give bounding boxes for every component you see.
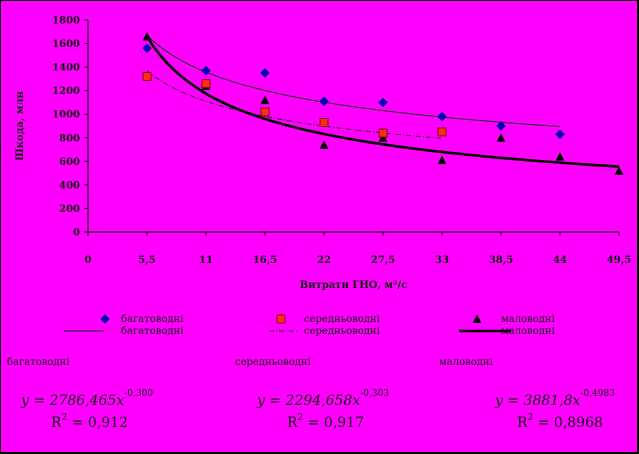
- x-tick-label: 11: [199, 255, 213, 266]
- data-point: [260, 68, 270, 78]
- equation-r2: R2 = 0,912: [51, 413, 207, 431]
- data-points: [142, 31, 624, 175]
- x-tick-label: 27,5: [371, 255, 395, 266]
- r2-label: R: [287, 415, 298, 431]
- equation-text: y = 3881,8x: [495, 393, 581, 409]
- data-point: [496, 121, 506, 131]
- y-tick-label: 0: [73, 228, 80, 239]
- y-tick-label: 800: [59, 133, 80, 144]
- x-tick-label: 5,5: [138, 255, 155, 266]
- axes: [84, 19, 620, 236]
- legend-label: маловодні: [501, 314, 555, 325]
- data-point: [142, 43, 152, 54]
- equation-name: маловодні: [439, 357, 493, 368]
- r2-value: = 0,8968: [537, 415, 603, 431]
- x-tick-label: 44: [553, 255, 567, 266]
- equation-exponent: -0,303: [360, 389, 390, 399]
- y-tick-label: 600: [59, 157, 80, 168]
- data-point: [496, 133, 506, 142]
- r2-value: = 0,917: [307, 415, 364, 431]
- x-tick-label: 49,5: [607, 255, 631, 266]
- y-tick-label: 1000: [52, 110, 80, 121]
- equation-exponent: -0,300: [124, 389, 154, 399]
- r2-label: R: [517, 415, 528, 431]
- r2-exponent: 2: [527, 413, 534, 423]
- equation-r2: R2 = 0,917: [287, 413, 435, 431]
- y-axis-label: Шкода, млн: [15, 91, 26, 161]
- data-point: [437, 111, 447, 122]
- legend-trend-label: середньоводні: [304, 326, 380, 337]
- x-tick-label: 16,5: [253, 255, 277, 266]
- legend-marker: [472, 314, 482, 323]
- r2-label: R: [51, 415, 62, 431]
- data-point: [142, 31, 152, 41]
- equation-formula: y = 3881,8x-0,4983: [495, 389, 637, 409]
- data-point: [555, 152, 565, 161]
- data-point: [378, 128, 388, 138]
- tick-labels: 0 200 400 600 800 1000 1200 1400 1600 1800 0 5,5 11 1…: [52, 16, 631, 267]
- r2-exponent: 2: [61, 413, 68, 423]
- equation-block-1: багатоводні y = 2786,465x-0,300 R2 = 0,9…: [7, 357, 207, 431]
- equation-formula: y = 2786,465x-0,300: [21, 389, 207, 409]
- x-axis-label: Витрати ГНО, м³/с: [300, 280, 407, 291]
- x-tick-label: 33: [435, 255, 449, 266]
- data-point: [378, 97, 388, 108]
- equation-formula: y = 2294,658x-0,303: [257, 389, 435, 409]
- equation-exponent: -0,4983: [580, 389, 615, 399]
- trend-line: [145, 35, 620, 168]
- data-point: [142, 72, 152, 81]
- y-tick-label: 1800: [52, 16, 80, 27]
- data-point: [319, 140, 329, 149]
- legend-trend-label: маловодні: [501, 326, 555, 337]
- r2-value: = 0,912: [71, 415, 128, 431]
- y-tick-label: 200: [59, 204, 80, 215]
- r2-exponent: 2: [297, 413, 304, 423]
- equation-text: y = 2294,658x: [257, 393, 361, 409]
- data-point: [319, 118, 329, 127]
- y-tick-label: 1400: [52, 63, 80, 74]
- chart-canvas: 0 200 400 600 800 1000 1200 1400 1600 1800 0 5,5 11 1…: [15, 16, 631, 338]
- data-point: [378, 133, 388, 142]
- data-point: [614, 166, 624, 175]
- x-tick-label: 22: [317, 255, 331, 266]
- equation-text: y = 2786,465x: [21, 393, 125, 409]
- trend-line: [146, 34, 561, 127]
- x-tick-label: 38,5: [489, 255, 513, 266]
- equation-name: середньоводні: [235, 357, 311, 368]
- data-point: [260, 107, 270, 117]
- legend-marker: [276, 314, 286, 324]
- trend-line: [146, 70, 443, 139]
- data-point: [437, 155, 447, 165]
- trend-lines: [145, 34, 620, 168]
- data-point: [201, 65, 211, 76]
- data-point: [319, 96, 329, 107]
- x-tick-label: 0: [85, 255, 92, 266]
- data-point: [437, 127, 447, 137]
- legend-trend-label: багатоводні: [121, 326, 183, 337]
- legend-label: середньоводні: [304, 314, 380, 325]
- y-tick-label: 1200: [52, 86, 80, 97]
- y-tick-label: 1600: [52, 39, 80, 50]
- equation-name: багатоводні: [7, 357, 70, 368]
- y-tick-label: 400: [59, 180, 80, 191]
- data-point: [201, 79, 211, 88]
- equation-block-3: маловодні y = 3881,8x-0,4983 R2 = 0,8968: [439, 357, 637, 431]
- equation-r2: R2 = 0,8968: [517, 413, 637, 431]
- data-point: [260, 95, 270, 105]
- legend-label: багатоводні: [121, 314, 183, 325]
- equation-block-2: середньоводні y = 2294,658x-0,303 R2 = 0…: [235, 357, 435, 431]
- data-point: [555, 129, 565, 140]
- legend-marker: [100, 314, 110, 324]
